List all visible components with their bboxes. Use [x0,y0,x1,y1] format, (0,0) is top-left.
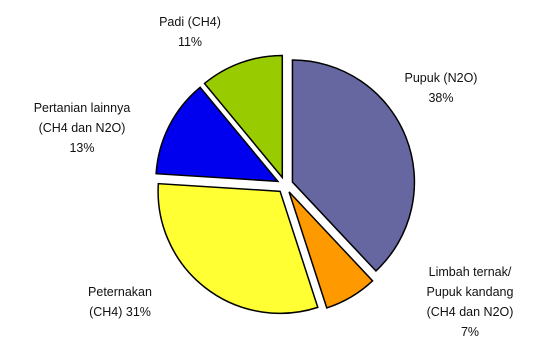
pie-slice-3 [157,182,319,315]
slice-label-line: Pertanian lainnya [34,101,131,115]
pie-slice-1 [291,59,416,273]
pie-slice-4 [155,86,280,183]
pie-slice-2 [288,191,374,309]
slice-label-line: (CH4 dan N2O) [427,305,514,319]
slice-label-line: 7% [461,325,479,339]
slice-label-line: Padi (CH4) [159,15,221,29]
slice-label-line: Peternakan [88,285,152,299]
slice-label-2: Limbah ternak/Pupuk kandang (CH4 dan N2O)… [427,265,514,339]
slice-label-line: (CH4 dan N2O) [39,121,126,135]
slice-label-line: 38% [428,91,453,105]
slice-label-line: 11% [178,35,202,49]
slice-label-3: Peternakan (CH4) 31% [88,285,152,319]
slice-label-1: Pupuk (N2O) 38% [405,71,478,105]
slice-label-line: 13% [69,141,94,155]
slice-label-line: Limbah ternak/ [429,265,512,279]
slice-label-5: Padi (CH4) 11% [159,15,221,49]
pie-slice-5 [203,54,284,180]
slice-label-line: (CH4) 31% [89,305,151,319]
slice-label-4: Pertanian lainnya (CH4 dan N2O) 13% [34,101,131,155]
slice-label-line: Pupuk (N2O) [405,71,478,85]
slice-label-line: Pupuk kandang [427,285,514,299]
